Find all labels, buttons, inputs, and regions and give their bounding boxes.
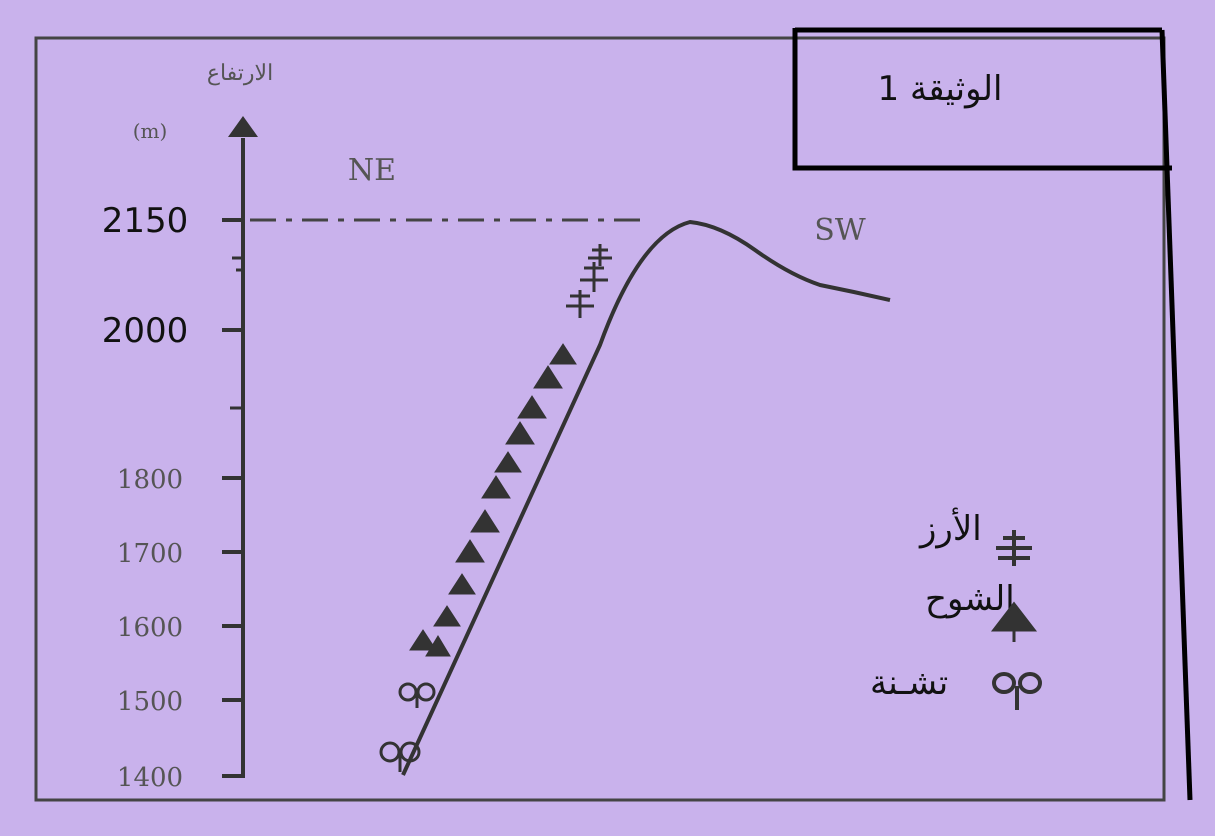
y-axis-unit: (m) bbox=[133, 119, 168, 143]
direction-northeast: NE bbox=[348, 153, 396, 188]
legend-label-holm-oak: تشـنة bbox=[870, 663, 948, 703]
legend: الأرز الشوح تشـنة bbox=[870, 507, 1042, 710]
y-axis-arrow-icon bbox=[228, 116, 258, 137]
right-border-line bbox=[1159, 29, 1193, 801]
direction-southwest: SW bbox=[814, 213, 866, 248]
legend-label-cedar: الأرز bbox=[918, 507, 982, 549]
y-tick-label-1600: 1600 bbox=[117, 613, 183, 643]
legend-label-fir: الشوح bbox=[925, 579, 1015, 619]
minor-ticks bbox=[230, 256, 243, 410]
document-label: الوثيقة 1 bbox=[878, 69, 1003, 109]
cedar-icon bbox=[996, 530, 1032, 566]
y-axis-ticks: 2150 2000 1800 1700 1600 1500 1400 bbox=[102, 201, 243, 793]
y-tick-label-1800: 1800 bbox=[117, 465, 183, 495]
y-tick-label-1500: 1500 bbox=[117, 687, 183, 717]
mountain-profile bbox=[401, 219, 891, 776]
y-tick-label-2000: 2000 bbox=[102, 311, 189, 351]
holm-oak-icon bbox=[398, 682, 436, 708]
cedar-icon bbox=[566, 244, 612, 318]
y-tick-label-2150: 2150 bbox=[102, 201, 189, 241]
fir-icon bbox=[409, 343, 577, 657]
y-axis-title: الارتفاع bbox=[207, 61, 273, 86]
y-tick-label-1700: 1700 bbox=[117, 539, 183, 569]
vegetation-belt bbox=[379, 244, 612, 772]
y-tick-label-1400: 1400 bbox=[117, 763, 183, 793]
holm-oak-icon bbox=[992, 672, 1042, 710]
document-label-box: الوثيقة 1 bbox=[792, 27, 1172, 171]
outer-frame bbox=[34, 36, 1166, 802]
holm-oak-icon bbox=[379, 741, 421, 772]
fir-icon bbox=[990, 601, 1038, 642]
